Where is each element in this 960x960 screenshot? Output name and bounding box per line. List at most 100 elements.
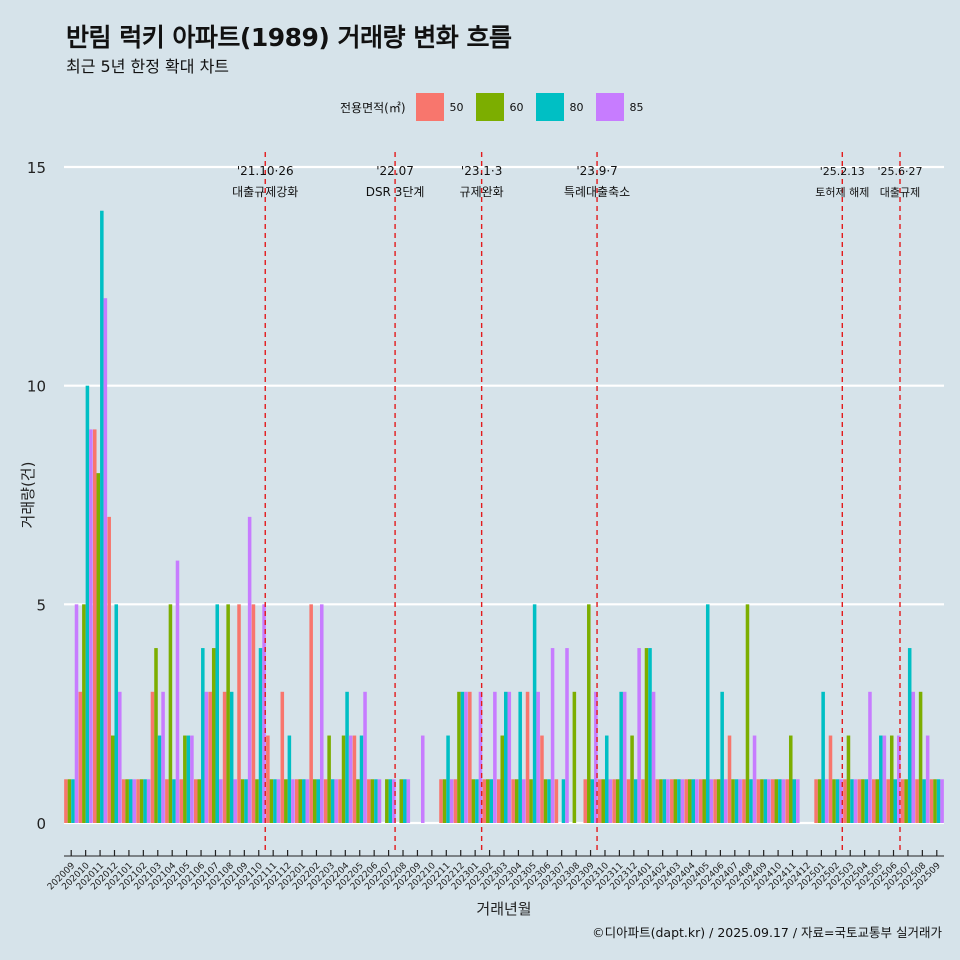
bar-60-202411 (788, 735, 793, 823)
bar-50-202309 (583, 779, 588, 823)
bar-80-202105 (186, 735, 191, 823)
bar-80-202104 (172, 779, 176, 823)
bar-85-202205 (363, 691, 367, 823)
bar-60-202309 (587, 604, 591, 823)
bar-50-202305 (525, 691, 530, 823)
bar-60-202112 (284, 779, 288, 823)
bar-85-202409 (767, 779, 771, 823)
event-label-202506: 대출규제 (880, 186, 920, 199)
bar-60-202508 (918, 691, 923, 823)
bar-80-202509 (936, 779, 941, 823)
bar-50-202111 (266, 735, 270, 823)
bar-50-202303 (496, 779, 501, 823)
event-date-202207: '22.07 (376, 164, 414, 178)
bar-50-202312 (626, 779, 631, 823)
bar-50-202306 (540, 735, 544, 823)
bar-85-202305 (536, 691, 540, 823)
event-label-202110: 대출규제강화 (232, 185, 298, 199)
bar-60-202104 (168, 604, 173, 823)
event-label-202502: 토허제 해제 (815, 185, 869, 199)
legend-label-85: 85 (629, 100, 644, 114)
bar-50-202302 (482, 779, 487, 823)
bar-50-202206 (367, 779, 371, 823)
bar-80-202505 (879, 735, 883, 823)
bar-50-202109 (237, 604, 241, 823)
bar-80-202206 (374, 779, 378, 823)
bar-85-202111 (276, 779, 281, 823)
bar-60-202207 (385, 779, 389, 823)
bar-60-202111 (269, 779, 274, 823)
bar-85-202201 (305, 779, 310, 823)
event-label-202309: 특례대출축소 (564, 185, 630, 199)
bar-80-202109 (244, 779, 248, 823)
bar-50-202204 (338, 779, 342, 823)
bar-85-202411 (796, 779, 800, 823)
legend-item-85: 85 (595, 93, 650, 121)
bar-60-202301 (471, 779, 476, 823)
bar-80-202012 (114, 604, 119, 823)
bar-80-202211 (446, 735, 450, 823)
credit-text: ©디아파트(dapt.kr) / 2025.09.17 / 자료=국토교통부 실… (592, 925, 942, 940)
bar-80-202306 (547, 779, 551, 823)
bar-50-202102 (136, 779, 140, 823)
bar-85-202404 (695, 779, 699, 823)
legend-title: 전용면적(㎡) (340, 100, 406, 115)
bar-80-202503 (850, 779, 854, 823)
bar-85-202009 (74, 604, 79, 823)
bar-85-202108 (233, 779, 237, 823)
y-tick-label-5: 5 (36, 596, 46, 614)
chart-title: 반림 럭키 아파트(1989) 거래량 변화 흐름 (66, 23, 512, 52)
bar-50-202201 (294, 779, 299, 823)
bar-50-202011 (92, 429, 97, 823)
bar-50-202307 (554, 779, 559, 823)
bar-50-202304 (511, 779, 515, 823)
bar-50-202509 (929, 779, 934, 823)
bar-80-202312 (633, 779, 638, 823)
bar-80-202207 (388, 779, 393, 823)
legend: 전용면적(㎡) 50 60 80 85 (340, 92, 656, 122)
bar-50-202203 (323, 779, 328, 823)
bar-60-202105 (183, 735, 187, 823)
bar-50-202211 (439, 779, 443, 823)
bar-60-202310 (601, 779, 605, 823)
bar-85-202312 (637, 648, 641, 823)
bar-80-202407 (734, 779, 739, 823)
bar-85-202207 (392, 779, 396, 823)
bar-50-202501 (814, 779, 818, 823)
event-label-202207: DSR 3단계 (366, 185, 425, 199)
bar-50-202407 (727, 735, 732, 823)
bar-85-202103 (161, 691, 165, 823)
bar-85-202112 (291, 779, 295, 823)
bar-85-202102 (146, 779, 151, 823)
bar-80-202410 (778, 779, 782, 823)
bar-80-202408 (749, 779, 753, 823)
bar-80-202309 (590, 779, 595, 823)
bar-50-202104 (165, 779, 169, 823)
bar-50-202311 (612, 779, 616, 823)
legend-label-60: 60 (509, 100, 524, 114)
bar-60-202212 (457, 691, 461, 823)
bar-85-202109 (247, 516, 252, 823)
bar-85-202106 (204, 691, 209, 823)
x-axis-title: 거래년월 (476, 900, 531, 918)
bar-85-202105 (190, 735, 194, 823)
bar-85-202306 (550, 648, 555, 823)
bar-60-202110 (255, 779, 259, 823)
bar-60-202409 (760, 779, 764, 823)
bar-85-202202 (319, 604, 324, 823)
bar-50-202205 (352, 735, 357, 823)
bar-80-202307 (561, 779, 566, 823)
bar-85-202504 (868, 691, 872, 823)
bar-80-202106 (201, 648, 205, 823)
bar-85-202107 (219, 779, 223, 823)
legend-item-50: 50 (415, 93, 470, 121)
legend-label-80: 80 (569, 100, 584, 114)
bar-80-202303 (504, 691, 508, 823)
bar-60-202502 (832, 779, 836, 823)
bar-80-202101 (128, 779, 133, 823)
bar-50-202401 (641, 779, 645, 823)
y-tick-label-15: 15 (27, 159, 46, 177)
bar-80-202301 (475, 779, 479, 823)
bar-60-202311 (615, 779, 620, 823)
bar-50-202402 (655, 779, 660, 823)
